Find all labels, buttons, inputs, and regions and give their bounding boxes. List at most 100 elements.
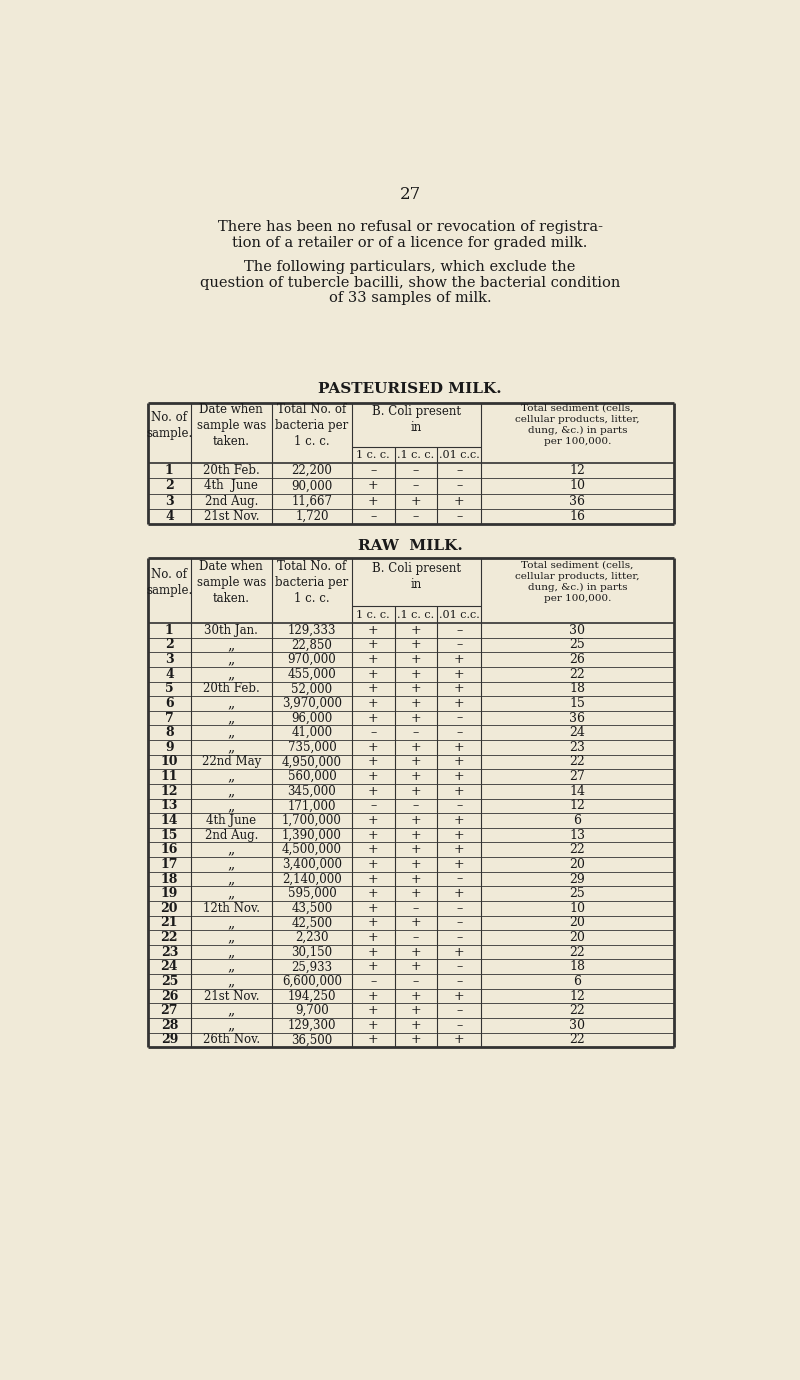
Text: 22: 22 [570, 668, 586, 680]
Text: 27: 27 [399, 186, 421, 203]
Text: 13: 13 [161, 799, 178, 813]
Text: 26: 26 [570, 653, 586, 667]
Text: 18: 18 [570, 960, 586, 973]
Text: +: + [368, 741, 378, 753]
Text: 20: 20 [570, 858, 586, 871]
Text: 6: 6 [574, 974, 582, 988]
Text: +: + [410, 1005, 421, 1017]
Text: PASTEURISED MILK.: PASTEURISED MILK. [318, 382, 502, 396]
Text: +: + [454, 945, 465, 959]
Text: „: „ [228, 711, 235, 724]
Text: +: + [410, 770, 421, 782]
Text: +: + [410, 785, 421, 798]
Text: 52,000: 52,000 [291, 682, 333, 696]
Text: –: – [456, 974, 462, 988]
Text: 11,667: 11,667 [291, 495, 333, 508]
Text: „: „ [228, 930, 235, 944]
Text: 15: 15 [570, 697, 586, 709]
Text: 9: 9 [165, 741, 174, 753]
Text: 5: 5 [165, 682, 174, 696]
Text: –: – [456, 916, 462, 929]
Text: No. of
sample.: No. of sample. [146, 411, 193, 440]
Text: 19: 19 [161, 887, 178, 900]
Text: +: + [454, 843, 465, 856]
Text: +: + [410, 1018, 421, 1032]
Text: 2nd Aug.: 2nd Aug. [205, 828, 258, 842]
Text: +: + [454, 858, 465, 871]
Text: 22nd May: 22nd May [202, 755, 261, 769]
Text: 36: 36 [570, 712, 586, 724]
Text: of 33 samples of milk.: of 33 samples of milk. [329, 291, 491, 305]
Text: +: + [368, 479, 378, 493]
Text: 30,150: 30,150 [291, 945, 333, 959]
Text: 26: 26 [161, 989, 178, 1002]
Text: +: + [454, 682, 465, 696]
Text: +: + [368, 872, 378, 886]
Text: +: + [368, 495, 378, 508]
Text: 22: 22 [570, 1005, 586, 1017]
Text: –: – [370, 974, 376, 988]
Text: –: – [370, 511, 376, 523]
Text: 22,200: 22,200 [291, 464, 333, 477]
Text: +: + [368, 858, 378, 871]
Text: question of tubercle bacilli, show the bacterial condition: question of tubercle bacilli, show the b… [200, 276, 620, 290]
Text: .1 c. c.: .1 c. c. [398, 450, 434, 460]
Text: No. of
sample.: No. of sample. [146, 567, 193, 596]
Text: –: – [370, 726, 376, 740]
Text: –: – [456, 1018, 462, 1032]
Text: „: „ [228, 945, 235, 959]
Text: 970,000: 970,000 [287, 653, 336, 667]
Text: 129,333: 129,333 [288, 624, 336, 636]
Text: 1: 1 [165, 624, 174, 636]
Text: „: „ [228, 1003, 235, 1017]
Text: 4: 4 [165, 668, 174, 680]
Text: +: + [368, 887, 378, 900]
Text: –: – [370, 464, 376, 477]
Text: 4: 4 [165, 511, 174, 523]
Text: „: „ [228, 857, 235, 871]
Text: 21st Nov.: 21st Nov. [204, 989, 259, 1002]
Text: 15: 15 [161, 828, 178, 842]
Text: 18: 18 [570, 682, 586, 696]
Text: +: + [368, 668, 378, 680]
Text: +: + [368, 639, 378, 651]
Text: 24: 24 [570, 726, 586, 740]
Text: +: + [454, 653, 465, 667]
Text: .01 c.c.: .01 c.c. [439, 610, 479, 620]
Text: 20: 20 [570, 932, 586, 944]
Text: 25: 25 [570, 887, 586, 900]
Text: There has been no refusal or revocation of registra-: There has been no refusal or revocation … [218, 221, 602, 235]
Text: 12: 12 [570, 989, 586, 1002]
Text: –: – [413, 974, 419, 988]
Text: 345,000: 345,000 [287, 785, 336, 798]
Text: –: – [370, 799, 376, 813]
Text: +: + [454, 814, 465, 827]
Text: +: + [454, 887, 465, 900]
Text: 16: 16 [570, 511, 586, 523]
Text: –: – [456, 872, 462, 886]
Text: 27: 27 [570, 770, 586, 782]
Text: +: + [410, 828, 421, 842]
Text: 36,500: 36,500 [291, 1034, 333, 1046]
Text: +: + [454, 697, 465, 709]
Text: 42,500: 42,500 [291, 916, 333, 929]
Text: +: + [410, 916, 421, 929]
Text: +: + [410, 814, 421, 827]
Text: 25,933: 25,933 [291, 960, 333, 973]
Text: +: + [410, 887, 421, 900]
Text: –: – [456, 799, 462, 813]
Text: Date when
sample was
taken.: Date when sample was taken. [197, 403, 266, 447]
Text: +: + [368, 916, 378, 929]
Text: 24: 24 [161, 960, 178, 973]
Text: .01 c.c.: .01 c.c. [439, 450, 479, 460]
Text: 22: 22 [570, 1034, 586, 1046]
Text: +: + [410, 712, 421, 724]
Text: 560,000: 560,000 [287, 770, 336, 782]
Text: –: – [456, 479, 462, 493]
Text: –: – [456, 901, 462, 915]
Text: 22: 22 [570, 843, 586, 856]
Text: +: + [368, 712, 378, 724]
Text: 16: 16 [161, 843, 178, 856]
Text: „: „ [228, 770, 235, 784]
Text: 4th  June: 4th June [205, 479, 258, 493]
